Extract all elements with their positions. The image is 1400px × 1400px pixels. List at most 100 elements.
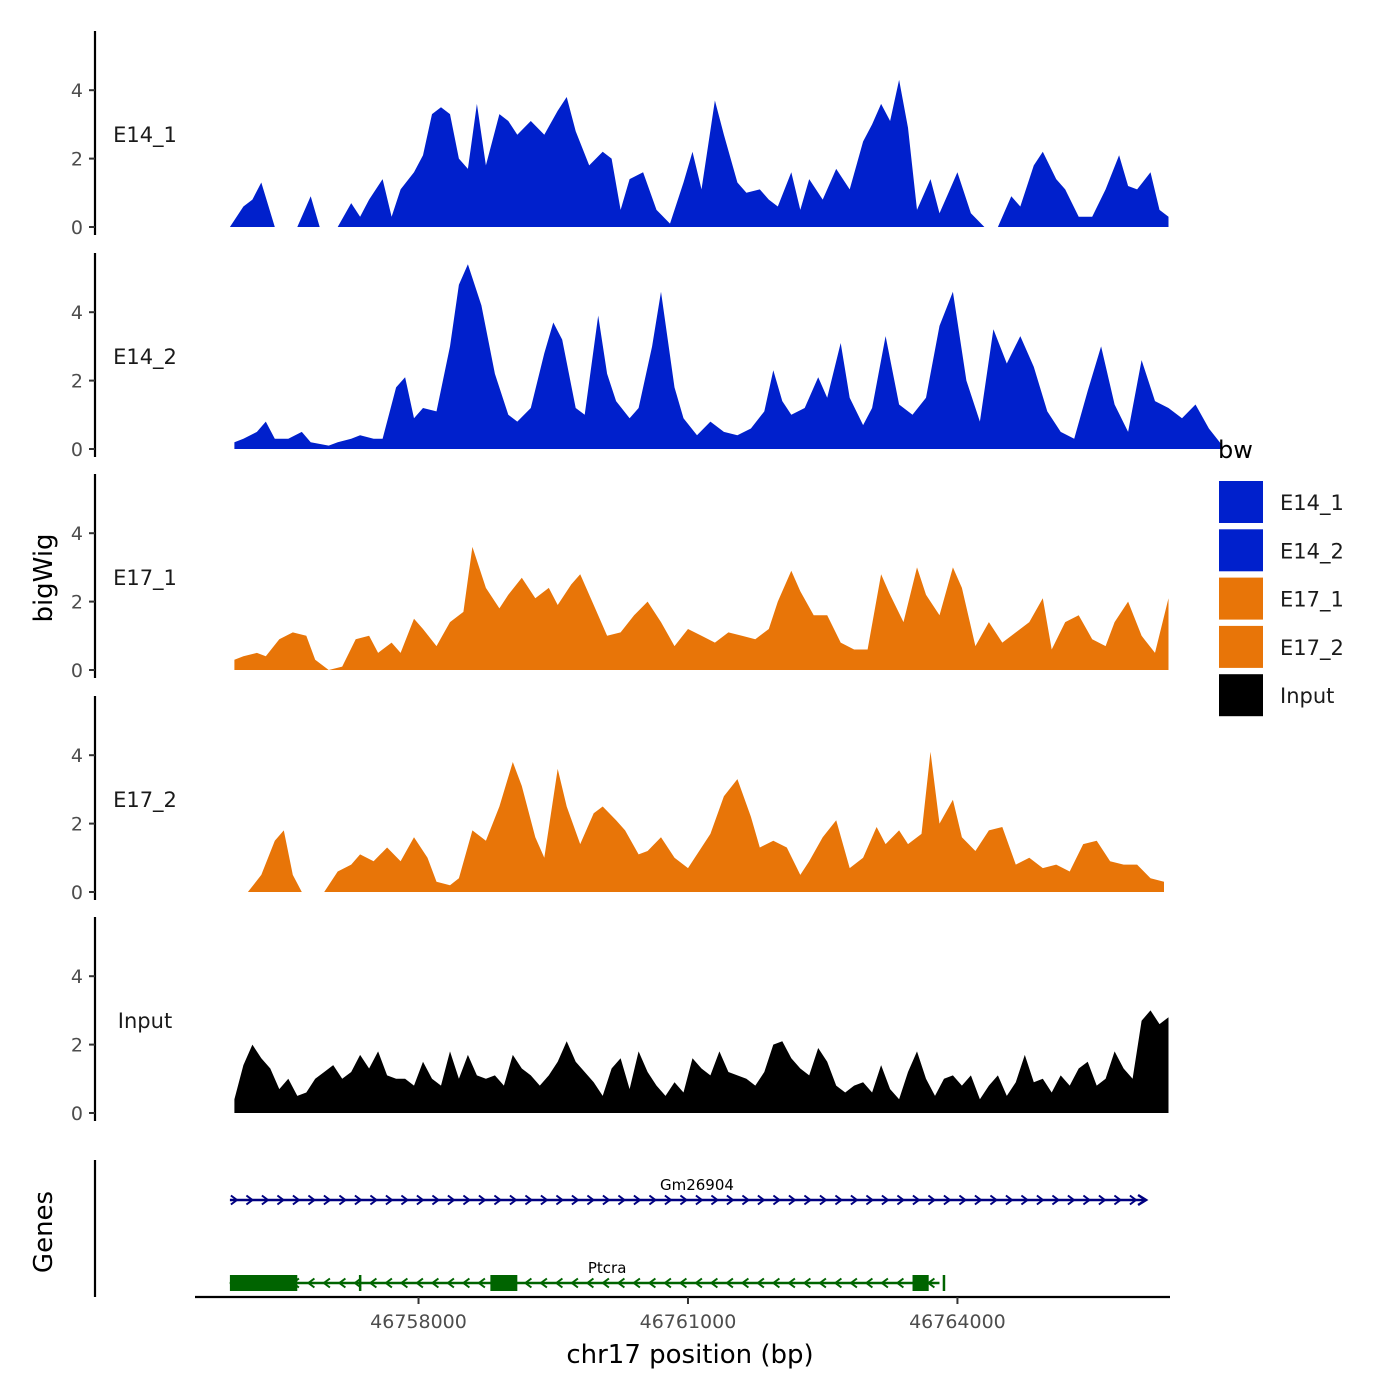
strand-chevron	[306, 1277, 316, 1289]
strand-chevron	[771, 1277, 781, 1289]
legend-item-e14-1: E14_1	[1217, 479, 1344, 525]
strand-chevron	[585, 1277, 595, 1289]
strand-chevron	[974, 1194, 983, 1206]
strand-chevron	[647, 1277, 657, 1289]
strand-chevron	[230, 1194, 239, 1206]
strand-chevron	[834, 1194, 844, 1206]
strand-chevron	[648, 1194, 658, 1206]
strand-chevron	[540, 1194, 549, 1206]
strand-chevron	[571, 1194, 580, 1206]
legend-label: E14_1	[1280, 491, 1344, 516]
strand-chevron	[1113, 1194, 1123, 1206]
strand-chevron	[338, 1194, 348, 1206]
legend-label: E14_2	[1280, 539, 1344, 564]
track-panel-e14-1: 0 2 4 E14_1	[71, 31, 1169, 239]
strand-chevron	[710, 1194, 720, 1206]
strand-chevron	[787, 1277, 796, 1289]
strand-chevron	[354, 1194, 363, 1206]
y-tick-label: 4	[71, 745, 83, 767]
legend-swatch	[1217, 672, 1265, 719]
legend-title: bw	[1218, 436, 1253, 464]
exon-block	[229, 1275, 298, 1291]
panel-label: E17_2	[113, 788, 177, 813]
y-tick-label: 0	[71, 882, 83, 904]
legend-swatch	[1217, 623, 1265, 670]
strand-chevron	[633, 1194, 642, 1206]
strand-chevron	[399, 1277, 409, 1289]
strand-chevron	[927, 1194, 937, 1206]
strand-chevron	[385, 1194, 394, 1206]
legend-item-input: Input	[1217, 672, 1334, 719]
strand-chevron	[741, 1194, 751, 1206]
strand-chevron	[865, 1194, 875, 1206]
strand-chevron	[788, 1194, 797, 1206]
y-tick-label: 4	[71, 80, 83, 102]
legend-item-e14-2: E14_2	[1217, 527, 1344, 574]
strand-chevron	[678, 1277, 688, 1289]
strand-chevron	[602, 1194, 611, 1206]
strand-chevron	[694, 1277, 703, 1289]
strand-chevron	[709, 1277, 719, 1289]
panel-label: E14_1	[113, 123, 177, 148]
strand-chevron	[880, 1277, 889, 1289]
strand-chevron	[554, 1277, 564, 1289]
strand-chevron	[601, 1277, 610, 1289]
x-tick-label: 46758000	[370, 1311, 467, 1333]
strand-chevron	[493, 1194, 503, 1206]
y-tick-label: 4	[71, 966, 83, 988]
strand-chevron	[307, 1194, 317, 1206]
strand-chevron	[570, 1277, 579, 1289]
strand-chevron	[819, 1194, 828, 1206]
strand-chevron	[523, 1277, 533, 1289]
strand-chevron	[772, 1194, 782, 1206]
legend-swatch	[1217, 527, 1265, 574]
strand-chevron	[555, 1194, 565, 1206]
gene-end-arrow	[1137, 1193, 1149, 1207]
gene-ptcra: Ptcra	[229, 1259, 946, 1291]
panel-label: E17_1	[113, 566, 177, 591]
strand-chevron	[757, 1194, 766, 1206]
signal-area-e17-2	[247, 751, 1164, 892]
y-axis-title: bigWig	[29, 533, 59, 622]
strand-chevron	[1036, 1194, 1045, 1206]
track-panel-input: 0 2 4 Input	[71, 917, 1169, 1125]
strand-chevron	[989, 1194, 999, 1206]
legend-swatch	[1217, 575, 1265, 622]
strand-chevron	[664, 1194, 673, 1206]
strand-chevron	[864, 1277, 874, 1289]
strand-chevron	[802, 1277, 812, 1289]
signal-area-e17-1	[234, 546, 1169, 670]
strand-chevron	[943, 1194, 952, 1206]
strand-chevron	[803, 1194, 813, 1206]
strand-chevron	[958, 1194, 968, 1206]
genes-axis-title: Genes	[29, 1191, 59, 1273]
legend-item-e17-2: E17_2	[1217, 623, 1344, 670]
strand-chevron	[740, 1277, 750, 1289]
track-panels: 0 2 4 E14_1 0 2 4 E14_2 0 2 4 E17_1 0 2 4 E17_2 0 2 4 Input	[71, 31, 1223, 1125]
gene-label: Ptcra	[588, 1259, 627, 1277]
strand-chevron	[617, 1194, 627, 1206]
strand-chevron	[431, 1194, 441, 1206]
signal-area-e14-1	[229, 79, 1169, 228]
y-tick-label: 2	[71, 1035, 83, 1057]
strand-chevron	[276, 1194, 286, 1206]
strand-chevron	[1051, 1194, 1061, 1206]
strand-chevron	[726, 1194, 735, 1206]
strand-chevron	[850, 1194, 859, 1206]
legend-label: E17_1	[1280, 588, 1344, 613]
strand-chevron	[447, 1194, 456, 1206]
y-tick-label: 4	[71, 302, 83, 324]
y-tick-label: 0	[71, 660, 83, 682]
strand-chevron	[322, 1277, 331, 1289]
y-tick-label: 2	[71, 149, 83, 171]
y-tick-label: 0	[71, 1103, 83, 1125]
x-axis-title: chr17 position (bp)	[566, 1340, 813, 1370]
strand-chevron	[478, 1194, 487, 1206]
strand-chevron	[369, 1194, 379, 1206]
strand-chevron	[384, 1277, 393, 1289]
strand-chevron	[881, 1194, 890, 1206]
strand-chevron	[725, 1277, 734, 1289]
signal-area-e14-2	[234, 264, 1223, 449]
legend-swatch	[1217, 479, 1265, 525]
